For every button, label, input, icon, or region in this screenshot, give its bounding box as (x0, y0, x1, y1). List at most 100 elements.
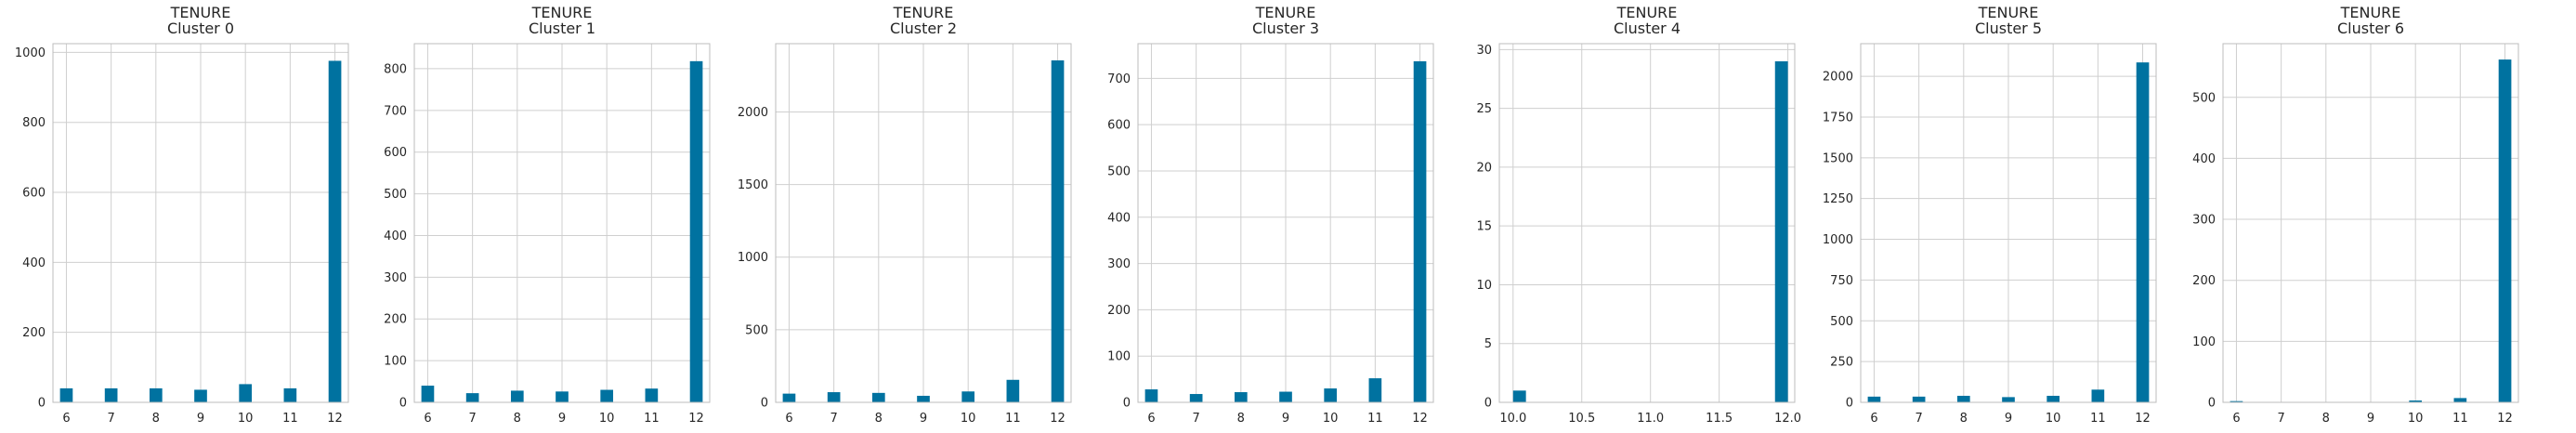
y-tick-label: 100 (2192, 335, 2216, 349)
y-tick-label: 1750 (1823, 111, 1853, 125)
bar (1279, 391, 1292, 402)
x-tick-label: 11 (1005, 412, 1021, 426)
y-tick-label: 750 (1830, 274, 1853, 288)
bar (465, 393, 479, 402)
bar (1912, 396, 1926, 402)
bar (1413, 60, 1427, 402)
chart-title: TENURE (170, 4, 231, 21)
x-tick-label: 11 (644, 412, 660, 426)
y-tick-label: 20 (1476, 161, 1492, 175)
y-tick-label: 300 (384, 271, 407, 285)
y-tick-label: 500 (1107, 164, 1131, 178)
y-tick-label: 100 (1107, 350, 1131, 364)
y-tick-label: 0 (2208, 397, 2216, 411)
chart-title: TENURE (531, 4, 593, 21)
x-tick-label: 7 (107, 412, 114, 426)
bar (2453, 398, 2467, 402)
y-tick-label: 200 (22, 326, 46, 340)
y-tick-label: 800 (384, 62, 407, 76)
bar (1324, 388, 1338, 402)
y-tick-label: 200 (2192, 274, 2216, 288)
plot-frame (775, 43, 1072, 403)
x-tick-label: 7 (2277, 412, 2284, 426)
bar (2498, 59, 2512, 402)
plot-frame (2222, 43, 2519, 403)
bar (2002, 397, 2015, 402)
plot-frame (1860, 43, 2157, 403)
chart-panel-2: 0 500 1000 1500 2000 6 7 8 9 10 11 12 TENURECluster … (738, 4, 1072, 426)
x-tick-label: 9 (1282, 412, 1289, 426)
y-tick-label: 1000 (738, 251, 768, 265)
plot-frame (1498, 43, 1796, 403)
y-tick-label: 1500 (1823, 151, 1853, 165)
chart-panel-5: 0 250 500 750 1000 1250 1500 1750 2000 6 7 8 9 10 11 12… (1823, 4, 2157, 426)
y-tick-label: 30 (1476, 44, 1492, 58)
x-tick-label: 12 (2135, 412, 2151, 426)
y-tick-label: 500 (384, 188, 407, 202)
y-tick-label: 300 (1107, 257, 1131, 271)
x-tick-label: 10 (961, 412, 976, 426)
chart-title: Cluster 0 (167, 20, 234, 37)
y-tick-label: 1000 (15, 46, 46, 60)
bar (1368, 378, 1382, 402)
bar (961, 391, 975, 402)
y-tick-label: 1000 (1823, 233, 1853, 247)
x-tick-label: 9 (2367, 412, 2374, 426)
bar (1234, 392, 1248, 402)
x-tick-label: 9 (558, 412, 566, 426)
chart-title: Cluster 1 (529, 20, 595, 37)
x-tick-label: 6 (1870, 412, 1877, 426)
x-tick-label: 10 (1323, 412, 1339, 426)
y-tick-label: 300 (2192, 214, 2216, 228)
x-tick-label: 8 (875, 412, 883, 426)
chart-title: TENURE (1978, 4, 2039, 21)
bar (59, 387, 73, 402)
plot-frame (52, 43, 349, 403)
bar (2136, 62, 2150, 402)
x-tick-label: 12 (2497, 412, 2513, 426)
bar (556, 391, 569, 402)
x-tick-label: 6 (785, 412, 792, 426)
x-tick-label: 11 (282, 412, 298, 426)
y-tick-label: 500 (745, 323, 768, 337)
y-tick-label: 400 (384, 230, 407, 243)
y-tick-label: 0 (1123, 397, 1131, 411)
x-tick-label: 7 (1192, 412, 1199, 426)
y-tick-label: 0 (399, 397, 407, 411)
x-tick-label: 12 (1050, 412, 1066, 426)
y-tick-label: 1500 (738, 178, 768, 192)
x-tick-label: 11 (1367, 412, 1383, 426)
bar (827, 392, 841, 402)
x-tick-label: 10 (599, 412, 615, 426)
x-tick-label: 12.0 (1774, 412, 1801, 426)
bar (1189, 394, 1203, 402)
x-tick-label: 12 (688, 412, 704, 426)
x-tick-label: 8 (514, 412, 521, 426)
x-tick-label: 8 (2322, 412, 2330, 426)
x-tick-label: 8 (152, 412, 160, 426)
bar (1774, 60, 1788, 402)
chart-panel-3: 0 100 200 300 400 500 600 700 6 7 8 9 10 11 12 TENURECl… (1107, 4, 1434, 426)
bar (782, 393, 796, 402)
bar (510, 390, 524, 402)
bar (1144, 389, 1158, 402)
x-tick-label: 11 (2090, 412, 2106, 426)
y-tick-label: 0 (761, 397, 768, 411)
y-tick-label: 5 (1484, 337, 1492, 351)
bar (194, 389, 207, 402)
y-tick-label: 600 (384, 146, 407, 160)
plot-frame (413, 43, 711, 403)
y-tick-label: 600 (22, 187, 46, 201)
chart-title: Cluster 5 (1975, 20, 2042, 37)
x-tick-label: 11.0 (1637, 412, 1664, 426)
y-tick-label: 0 (38, 397, 46, 411)
chart-title: Cluster 6 (2337, 20, 2404, 37)
x-tick-label: 8 (1960, 412, 1968, 426)
y-tick-label: 25 (1476, 102, 1492, 116)
x-tick-label: 7 (1915, 412, 1922, 426)
y-tick-label: 500 (1830, 315, 1853, 329)
y-tick-label: 1250 (1823, 192, 1853, 206)
chart-title: Cluster 3 (1252, 20, 1319, 37)
chart-title: TENURE (1616, 4, 1678, 21)
